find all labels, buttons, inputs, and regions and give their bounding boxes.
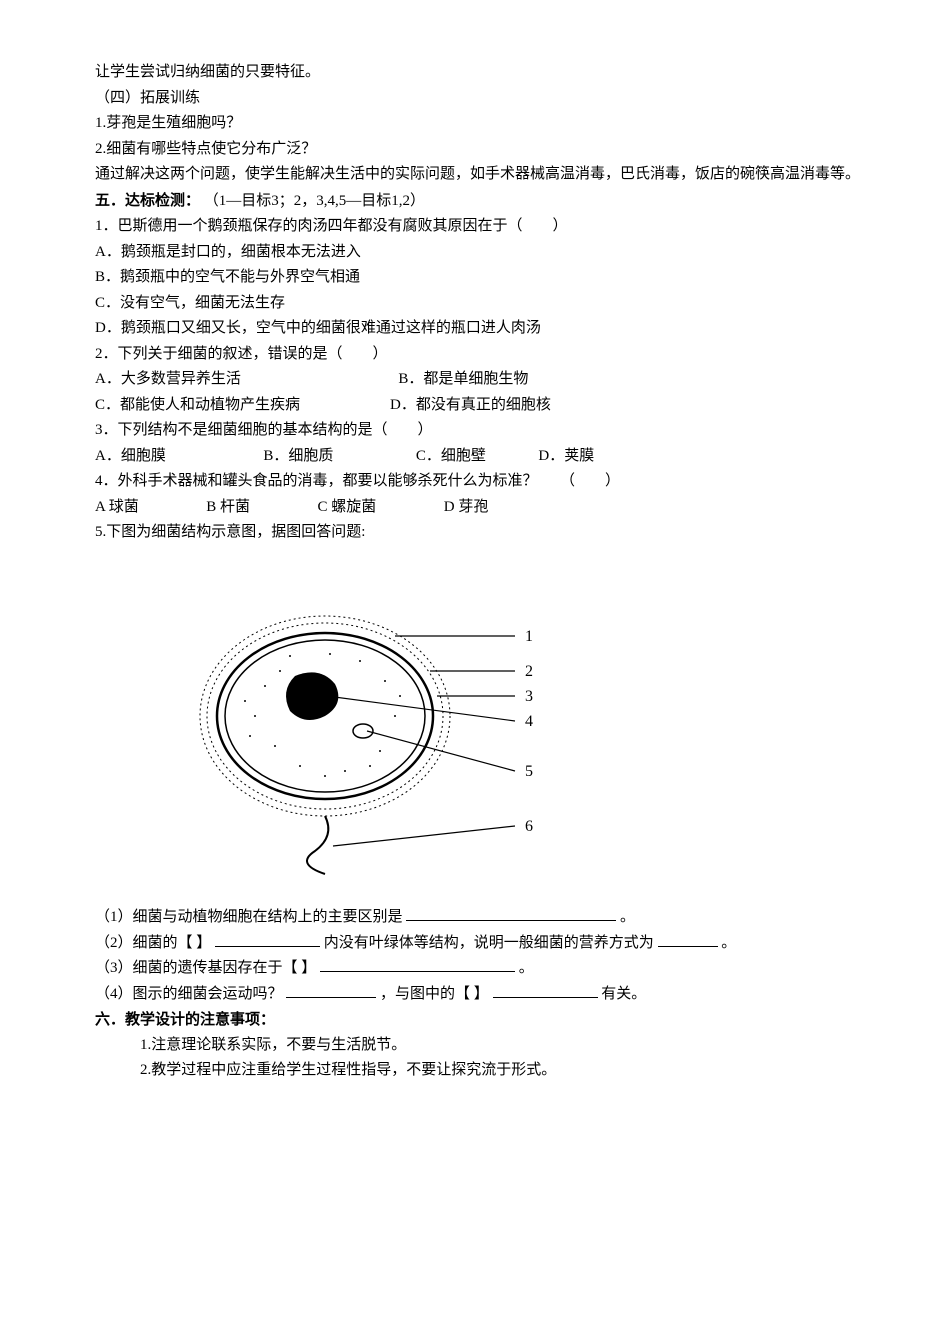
- section-title-text: 五．达标检测：: [95, 192, 200, 209]
- paragraph: 通过解决这两个问题，使学生能解决生活中的实际问题，如手术器械高温消毒，巴氏消毒，…: [65, 162, 885, 188]
- option-b: B．细胞质: [263, 448, 333, 464]
- text: （4）图示的细菌会运动吗？: [95, 986, 283, 1002]
- section-6-title: 六．教学设计的注意事项：: [65, 1007, 885, 1033]
- section-6-item-2: 2.教学过程中应注重给学生过程性指导，不要让探究流于形式。: [65, 1058, 885, 1084]
- option-c: C．都能使人和动植物产生疾病: [95, 397, 300, 413]
- option-b: B．都是单细胞生物: [398, 371, 528, 387]
- blank-field[interactable]: [493, 982, 598, 998]
- question-2-options-ab: A．大多数营异养生活 B．都是单细胞生物: [65, 367, 885, 393]
- option-d: D．都没有真正的细胞核: [390, 397, 551, 413]
- diagram-label-6: 6: [525, 818, 533, 835]
- option-a: A．大多数营异养生活: [95, 371, 241, 387]
- bacteria-diagram: 1 2 3 4 5 6: [185, 576, 885, 886]
- question-5-sub2: （2）细菌的【 】 内没有叶绿体等结构，说明一般细菌的营养方式为 。: [65, 931, 885, 957]
- diagram-label-2: 2: [525, 663, 533, 680]
- option-b: B 杆菌: [206, 499, 250, 515]
- text: 。: [721, 935, 736, 951]
- question-2-stem: 2．下列关于细菌的叙述，错误的是（ ）: [65, 342, 885, 368]
- question-3-options: A．细胞膜 B．细胞质 C．细胞壁 D．荚膜: [65, 444, 885, 470]
- question-1-option-a: A．鹅颈瓶是封口的，细菌根本无法进入: [65, 240, 885, 266]
- section-6-item-1: 1.注意理论联系实际，不要与生活脱节。: [65, 1033, 885, 1059]
- paragraph: 让学生尝试归纳细菌的只要特征。: [65, 60, 885, 86]
- question-1-stem: 1．巴斯德用一个鹅颈瓶保存的肉汤四年都没有腐败其原因在于（ ）: [65, 214, 885, 240]
- question-3-stem: 3．下列结构不是细菌细胞的基本结构的是（ ）: [65, 418, 885, 444]
- blank-field[interactable]: [215, 931, 320, 947]
- text: （2）细菌的【 】: [95, 935, 211, 951]
- blank-field[interactable]: [320, 956, 515, 972]
- text: 有关。: [601, 986, 646, 1002]
- blank-field[interactable]: [406, 905, 616, 921]
- blank-field[interactable]: [286, 982, 376, 998]
- question-5-sub4: （4）图示的细菌会运动吗？ ，与图中的【 】 有关。: [65, 982, 885, 1008]
- section-5-title: 五．达标检测： （1—目标3；2，3,4,5—目标1,2）: [65, 188, 885, 215]
- question-1-option-d: D．鹅颈瓶口又细又长，空气中的细菌很难通过这样的瓶口进人肉汤: [65, 316, 885, 342]
- text: 内没有叶绿体等结构，说明一般细菌的营养方式为: [324, 935, 654, 951]
- diagram-label-1: 1: [525, 628, 533, 645]
- bacteria-svg: 1 2 3 4 5 6: [185, 576, 565, 876]
- question-1-option-c: C．没有空气，细菌无法生存: [65, 291, 885, 317]
- question-2-options-cd: C．都能使人和动植物产生疾病 D．都没有真正的细胞核: [65, 393, 885, 419]
- question-4-options: A 球菌 B 杆菌 C 螺旋菌 D 芽孢: [65, 495, 885, 521]
- text: （1）细菌与动植物细胞在结构上的主要区别是: [95, 909, 403, 925]
- text: 。: [620, 909, 635, 925]
- question-5-sub1: （1）细菌与动植物细胞在结构上的主要区别是 。: [65, 905, 885, 931]
- option-c: C 螺旋菌: [318, 499, 377, 515]
- option-a: A．细胞膜: [95, 448, 166, 464]
- list-item: 1.芽孢是生殖细胞吗？: [65, 111, 885, 137]
- text: （3）细菌的遗传基因存在于【 】: [95, 960, 316, 976]
- diagram-label-4: 4: [525, 713, 533, 730]
- option-a: A 球菌: [95, 499, 139, 515]
- option-d: D．荚膜: [538, 448, 594, 464]
- text: 。: [519, 960, 534, 976]
- question-5-sub3: （3）细菌的遗传基因存在于【 】 。: [65, 956, 885, 982]
- question-4-stem: 4．外科手术器械和罐头食品的消毒，都要以能够杀死什么为标准？ （ ）: [65, 469, 885, 495]
- question-1-option-b: B．鹅颈瓶中的空气不能与外界空气相通: [65, 265, 885, 291]
- text: ，与图中的【 】: [380, 986, 489, 1002]
- subsection-heading: （四）拓展训练: [65, 86, 885, 112]
- option-c: C．细胞壁: [416, 448, 486, 464]
- blank-field[interactable]: [658, 931, 718, 947]
- list-item: 2.细菌有哪些特点使它分布广泛？: [65, 137, 885, 163]
- question-5-stem: 5.下图为细菌结构示意图，据图回答问题:: [65, 520, 885, 546]
- option-d: D 芽孢: [444, 499, 489, 515]
- diagram-label-5: 5: [525, 763, 533, 780]
- diagram-label-3: 3: [525, 688, 533, 705]
- section-note: （1—目标3；2，3,4,5—目标1,2）: [204, 193, 425, 209]
